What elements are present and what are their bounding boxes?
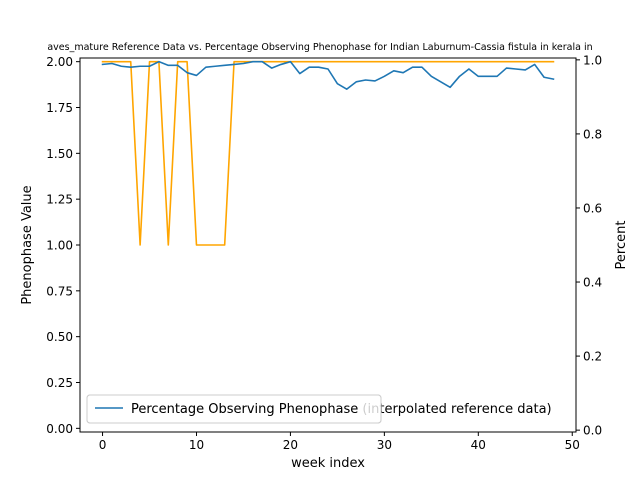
plot-area [101, 60, 555, 246]
x-axis-ticks: 0 10 20 30 40 50 [99, 432, 580, 452]
y-left-tick-label: 1.50 [46, 147, 73, 161]
y-right-tick-label: 0.6 [583, 201, 602, 215]
plot-frame [79, 57, 577, 433]
legend: Percentage Observing Phenophase (interpo… [86, 394, 552, 424]
x-axis-label: week index [291, 456, 365, 471]
y-left-tick-label: 0.25 [46, 376, 73, 390]
x-tick-label: 30 [377, 438, 392, 452]
legend-box-front [86, 394, 382, 424]
y-left-tick-label: 0.00 [46, 422, 73, 436]
y-right-tick-label: 0.0 [583, 424, 602, 438]
series-line-1 [101, 60, 555, 246]
y-axis-left-label: Phenophase Value [20, 185, 35, 304]
y-axis-right-ticks: 0.0 0.2 0.4 0.6 0.8 1.0 [576, 53, 602, 438]
y-left-tick-label: 0.75 [46, 284, 73, 298]
y-right-tick-label: 0.2 [583, 350, 602, 364]
chart-title: aves_mature Reference Data vs. Percentag… [47, 42, 592, 53]
x-tick-label: 20 [283, 438, 298, 452]
y-left-tick-label: 1.75 [46, 101, 73, 115]
x-tick-label: 0 [99, 438, 107, 452]
y-right-tick-label: 1.0 [583, 53, 602, 67]
y-axis-right-label: Percent [614, 221, 629, 270]
series-line-0 [101, 60, 555, 90]
x-tick-label: 50 [565, 438, 580, 452]
x-tick-label: 40 [471, 438, 486, 452]
y-left-tick-label: 1.25 [46, 193, 73, 207]
y-right-tick-label: 0.4 [583, 276, 602, 290]
y-axis-left-ticks: 0.00 0.25 0.50 0.75 1.00 1.25 1.50 1.75 2.00 [46, 55, 80, 436]
y-right-tick-label: 0.8 [583, 127, 602, 141]
series-layer [101, 60, 555, 246]
legend-label: Percentage Observing Phenophase [131, 402, 358, 417]
x-tick-label: 10 [189, 438, 204, 452]
y-left-tick-label: 2.00 [46, 55, 73, 69]
y-left-tick-label: 1.00 [46, 239, 73, 253]
y-left-tick-label: 0.50 [46, 330, 73, 344]
